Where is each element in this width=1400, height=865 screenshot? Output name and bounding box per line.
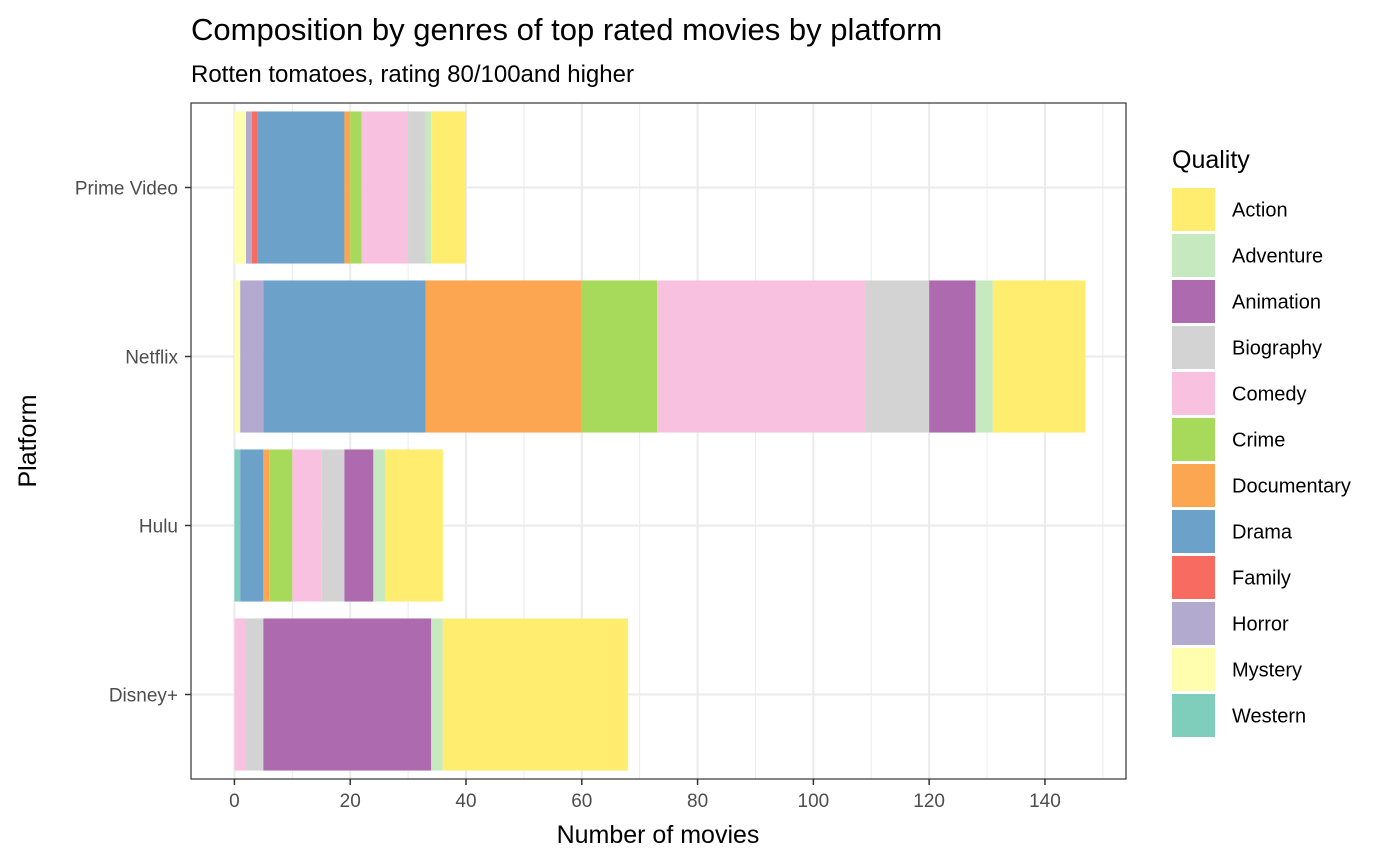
x-tick-label: 40	[455, 791, 476, 812]
bar-segment-adventure-hulu	[373, 449, 385, 602]
x-tick-label: 120	[913, 791, 945, 812]
y-axis-title: Platform	[14, 394, 42, 487]
bar-segment-action-hulu	[384, 449, 443, 602]
legend-key-crime	[1172, 418, 1215, 461]
bar-segment-animation-disney-	[263, 618, 432, 771]
chart-subtitle: Rotten tomatoes, rating 80/100and higher	[191, 61, 634, 88]
x-tick-label: 0	[229, 791, 240, 812]
bar-segment-drama-hulu	[240, 449, 264, 602]
bar-segment-crime-hulu	[269, 449, 293, 602]
x-axis: 0 20 40 60 80 100 120 140	[229, 779, 1061, 812]
legend-label-documentary: Documentary	[1232, 476, 1351, 498]
bar-segment-comedy-disney-	[234, 618, 246, 771]
bar-segment-biography-netflix	[865, 280, 930, 433]
bar-segment-mystery-prime-video	[234, 111, 246, 264]
bar-segment-biography-prime-video	[408, 111, 426, 264]
bar-segment-comedy-hulu	[292, 449, 322, 602]
bar-segment-documentary-prime-video	[344, 111, 351, 264]
bar-segment-horror-prime-video	[246, 111, 252, 264]
legend-label-adventure: Adventure	[1232, 246, 1323, 268]
x-axis-title: Number of movies	[557, 821, 760, 849]
bar-segment-documentary-netflix	[425, 280, 582, 433]
bar-segment-comedy-netflix	[657, 280, 866, 433]
bars	[234, 111, 1086, 771]
legend-key-mystery	[1172, 648, 1215, 691]
bar-segment-horror-netflix	[240, 280, 264, 433]
x-tick-label: 140	[1029, 791, 1061, 812]
plot-panel-border	[190, 102, 1127, 780]
legend-label-comedy: Comedy	[1232, 384, 1306, 406]
bar-segment-comedy-prime-video	[361, 111, 409, 264]
bar-segment-animation-hulu	[344, 449, 374, 602]
legend-key-horror	[1172, 602, 1215, 645]
bar-segment-crime-prime-video	[350, 111, 362, 264]
bar-segment-drama-netflix	[263, 280, 426, 433]
bar-segment-family-prime-video	[251, 111, 258, 264]
y-tick-label: Prime Video	[75, 179, 178, 200]
bar-segment-documentary-hulu	[263, 449, 270, 602]
bar-segment-adventure-disney-	[431, 618, 443, 771]
legend-label-family: Family	[1232, 568, 1291, 590]
x-tick-label: 80	[687, 791, 708, 812]
legend-label-biography: Biography	[1232, 338, 1322, 360]
y-tick-label: Netflix	[125, 348, 178, 369]
bar-segment-mystery-netflix	[234, 280, 241, 433]
bar-segment-biography-disney-	[246, 618, 264, 771]
legend-label-animation: Animation	[1232, 292, 1321, 314]
y-tick-label: Hulu	[139, 517, 178, 538]
legend: Quality Action Adventure Animation Biograph…	[1172, 146, 1351, 737]
legend-key-adventure	[1172, 234, 1215, 277]
chart-title: Composition by genres of top rated movie…	[191, 12, 942, 47]
y-axis: Prime Video Netflix Hulu Disney+	[75, 179, 191, 707]
legend-title: Quality	[1172, 146, 1250, 174]
legend-label-horror: Horror	[1232, 614, 1289, 636]
x-tick-label: 60	[571, 791, 592, 812]
legend-key-family	[1172, 556, 1215, 599]
legend-label-crime: Crime	[1232, 430, 1285, 452]
legend-key-drama	[1172, 510, 1215, 553]
legend-key-animation	[1172, 280, 1215, 323]
y-tick-label: Disney+	[109, 686, 178, 707]
bar-segment-action-prime-video	[431, 111, 466, 264]
legend-label-mystery: Mystery	[1232, 660, 1302, 682]
legend-label-western: Western	[1232, 706, 1306, 728]
x-tick-label: 100	[798, 791, 830, 812]
bar-segment-biography-hulu	[321, 449, 345, 602]
bar-segment-adventure-netflix	[975, 280, 993, 433]
bar-segment-western-hulu	[234, 449, 241, 602]
x-tick-label: 20	[340, 791, 361, 812]
legend-key-western	[1172, 694, 1215, 737]
bar-segment-drama-prime-video	[257, 111, 345, 264]
legend-key-documentary	[1172, 464, 1215, 507]
legend-label-action: Action	[1232, 200, 1288, 222]
legend-key-biography	[1172, 326, 1215, 369]
legend-key-action	[1172, 188, 1215, 231]
bar-segment-adventure-prime-video	[425, 111, 432, 264]
bar-segment-action-disney-	[442, 618, 629, 771]
bar-segment-animation-netflix	[929, 280, 976, 433]
bar-segment-crime-netflix	[581, 280, 658, 433]
bar-segment-action-netflix	[992, 280, 1086, 433]
legend-label-drama: Drama	[1232, 522, 1293, 544]
legend-key-comedy	[1172, 372, 1215, 415]
